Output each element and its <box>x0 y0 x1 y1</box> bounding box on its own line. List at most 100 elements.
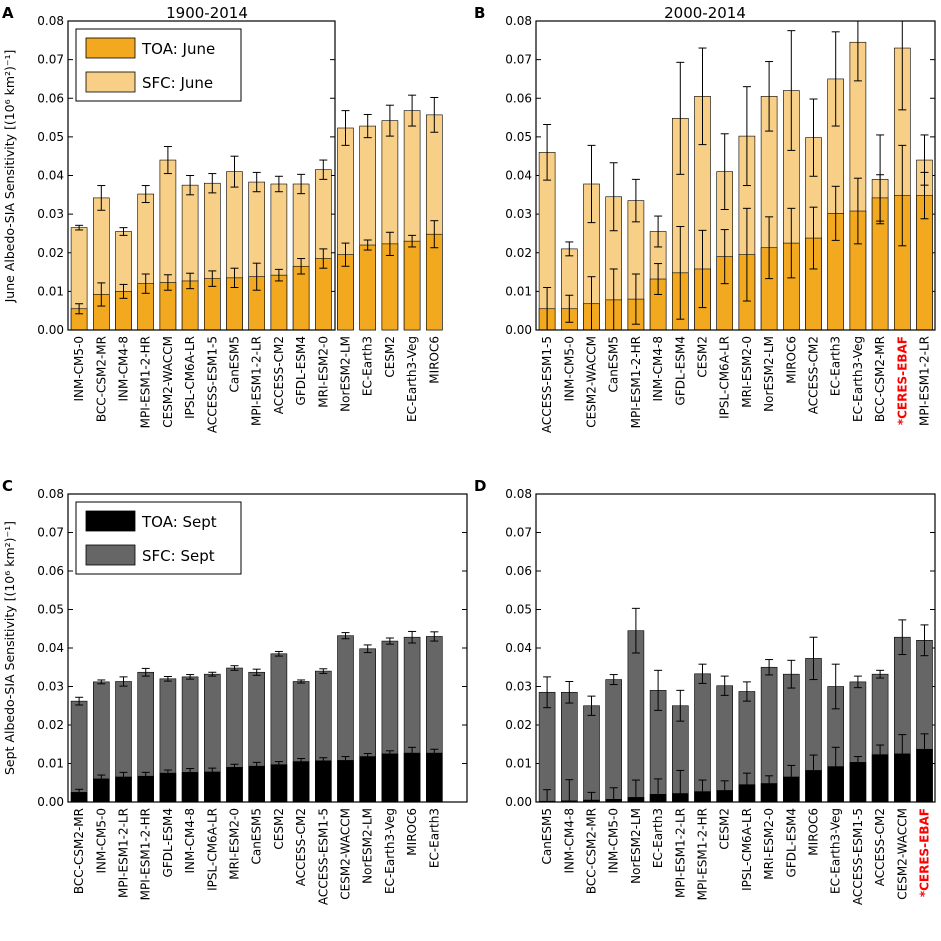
toa-bar <box>337 760 354 803</box>
category-label: GFDL-ESM4 <box>673 336 687 405</box>
y-tick-label: 0.00 <box>37 323 64 337</box>
toa-bar <box>270 764 288 803</box>
toa-bar <box>359 244 377 331</box>
category-label: *CERES-EBAF <box>918 808 932 897</box>
y-tick-label: 0.02 <box>37 718 64 732</box>
category-label: INM-CM4-8 <box>651 336 665 402</box>
sfc-bar <box>583 705 600 803</box>
category-label: IPSL-CM6A-LR <box>740 808 754 891</box>
y-tick-label: 0.03 <box>505 207 532 221</box>
category-label: NorESM2-LM <box>762 336 776 412</box>
category-label: ACCESS-ESM1-5 <box>851 808 865 905</box>
category-label: GFDL-ESM4 <box>294 336 308 405</box>
category-label: EC-Earth3 <box>651 808 665 868</box>
y-tick-label: 0.08 <box>505 14 532 28</box>
y-tick-label: 0.03 <box>505 680 532 694</box>
toa-bar <box>314 760 332 803</box>
y-tick-label: 0.04 <box>37 641 64 655</box>
y-tick-label: 0.08 <box>505 487 532 501</box>
y-tick-label: 0.05 <box>37 603 64 617</box>
y-tick-label: 0.07 <box>37 526 64 540</box>
sfc-bar <box>70 700 88 803</box>
category-label: MIROC6 <box>784 336 798 384</box>
sfc-bar <box>627 630 645 803</box>
category-label: *CERES-EBAF <box>895 336 909 425</box>
category-label: ACCESS-CM2 <box>807 336 821 414</box>
toa-bar <box>292 265 310 331</box>
category-label: CESM2-WACCM <box>585 336 599 428</box>
category-label: EC-Earth3-Veg <box>405 336 419 422</box>
legend-label-sfc: SFC: June <box>142 74 213 92</box>
category-label: IPSL-CM6A-LR <box>205 808 219 891</box>
panel-c-letter: C <box>2 477 13 495</box>
panel-a-plot: 0.00 0.01 0.02 0.03 0.04 0.05 0.06 0.07 0.08 INM-… <box>37 14 443 433</box>
category-label: MPI-ESM1-2-LR <box>918 336 932 426</box>
category-label: ACCESS-CM2 <box>294 808 308 886</box>
category-label: BCC-CSM2-MR <box>94 336 108 422</box>
y-tick-label: 0.04 <box>505 641 532 655</box>
panel-d-plot: 0.00 0.01 0.02 0.03 0.04 0.05 0.06 0.07 0.08 CanE… <box>505 487 936 905</box>
category-label: CESM2 <box>272 808 286 850</box>
legend-swatch-toa <box>85 510 136 532</box>
panel-d: D 0.00 0.01 0.02 0.03 0.04 0.05 0.06 0.07 0.08 Ca… <box>474 477 936 905</box>
legend-swatch-toa <box>85 37 136 59</box>
y-tick-label: 0.02 <box>37 246 64 260</box>
toa-bar <box>359 756 377 803</box>
category-label: MPI-ESM1-2-HR <box>629 336 643 428</box>
toa-bar <box>204 771 221 803</box>
toa-bar <box>248 765 265 803</box>
category-label: CESM2-WACCM <box>161 336 175 428</box>
plot-frame <box>535 20 936 331</box>
y-tick-label: 0.07 <box>505 53 532 67</box>
legend-swatch-sfc <box>85 71 136 93</box>
legend-label-toa: TOA: June <box>141 40 215 58</box>
category-label: CanESM5 <box>540 808 554 865</box>
category-label: ACCESS-CM2 <box>873 808 887 886</box>
toa-bar <box>381 243 399 331</box>
y-tick-label: 0.06 <box>37 91 64 105</box>
category-label: ACCESS-CM2 <box>272 336 286 414</box>
y-tick-label: 0.03 <box>37 207 64 221</box>
sfc-bar <box>538 691 556 803</box>
category-label: INM-CM5-0 <box>607 808 621 874</box>
y-tick-label: 0.01 <box>37 284 64 298</box>
category-label: CanESM5 <box>607 336 621 393</box>
y-tick-label: 0.04 <box>37 169 64 183</box>
category-label: NorESM2-LM <box>339 336 353 412</box>
category-label: MPI-ESM1-2-LR <box>250 336 264 426</box>
category-label: EC-Earth3-Veg <box>383 808 397 894</box>
toa-bar <box>403 752 421 803</box>
panel-a-title: 1900-2014 <box>166 4 248 22</box>
panel-c: C Sept Albedo-SIA Sensitivity [(10⁶ km²)… <box>2 477 468 905</box>
category-label: GFDL-ESM4 <box>784 808 798 877</box>
y-tick-label: 0.05 <box>505 130 532 144</box>
category-label: EC-Earth3-Veg <box>829 808 843 894</box>
toa-bar <box>226 767 243 803</box>
y-tick-label: 0.01 <box>37 757 64 771</box>
y-tick-label: 0.00 <box>37 795 64 809</box>
category-label: MPI-ESM1-2-HR <box>696 808 710 900</box>
toa-bar <box>159 772 177 803</box>
category-label: MPI-ESM1-2-HR <box>139 336 153 428</box>
legend-label-sfc: SFC: Sept <box>142 547 215 565</box>
category-label: IPSL-CM6A-LR <box>183 336 197 419</box>
category-label: CanESM5 <box>250 808 264 865</box>
y-tick-label: 0.05 <box>37 130 64 144</box>
panel-b: B 2000-2014 0.00 0.01 0.02 0.03 0.04 0.05 0.06… <box>474 4 936 433</box>
category-label: INM-CM4-8 <box>183 808 197 874</box>
panel-a: A 1900-2014 June Albedo-SIA Sensitivity … <box>2 4 443 433</box>
toa-bar <box>181 772 199 803</box>
toa-bar <box>381 753 399 803</box>
panel-c-legend: TOA: Sept SFC: Sept <box>75 501 242 575</box>
y-tick-label: 0.06 <box>505 564 532 578</box>
toa-bar <box>292 761 310 803</box>
category-label: CESM2 <box>383 336 397 378</box>
toa-bar <box>403 240 421 331</box>
category-label: EC-Earth3 <box>427 808 441 868</box>
y-tick-label: 0.00 <box>505 795 532 809</box>
category-label: MPI-ESM1-2-HR <box>139 808 153 900</box>
category-label: CanESM5 <box>228 336 242 393</box>
sfc-bar <box>605 679 623 803</box>
category-label: MRI-ESM2-0 <box>228 808 242 880</box>
